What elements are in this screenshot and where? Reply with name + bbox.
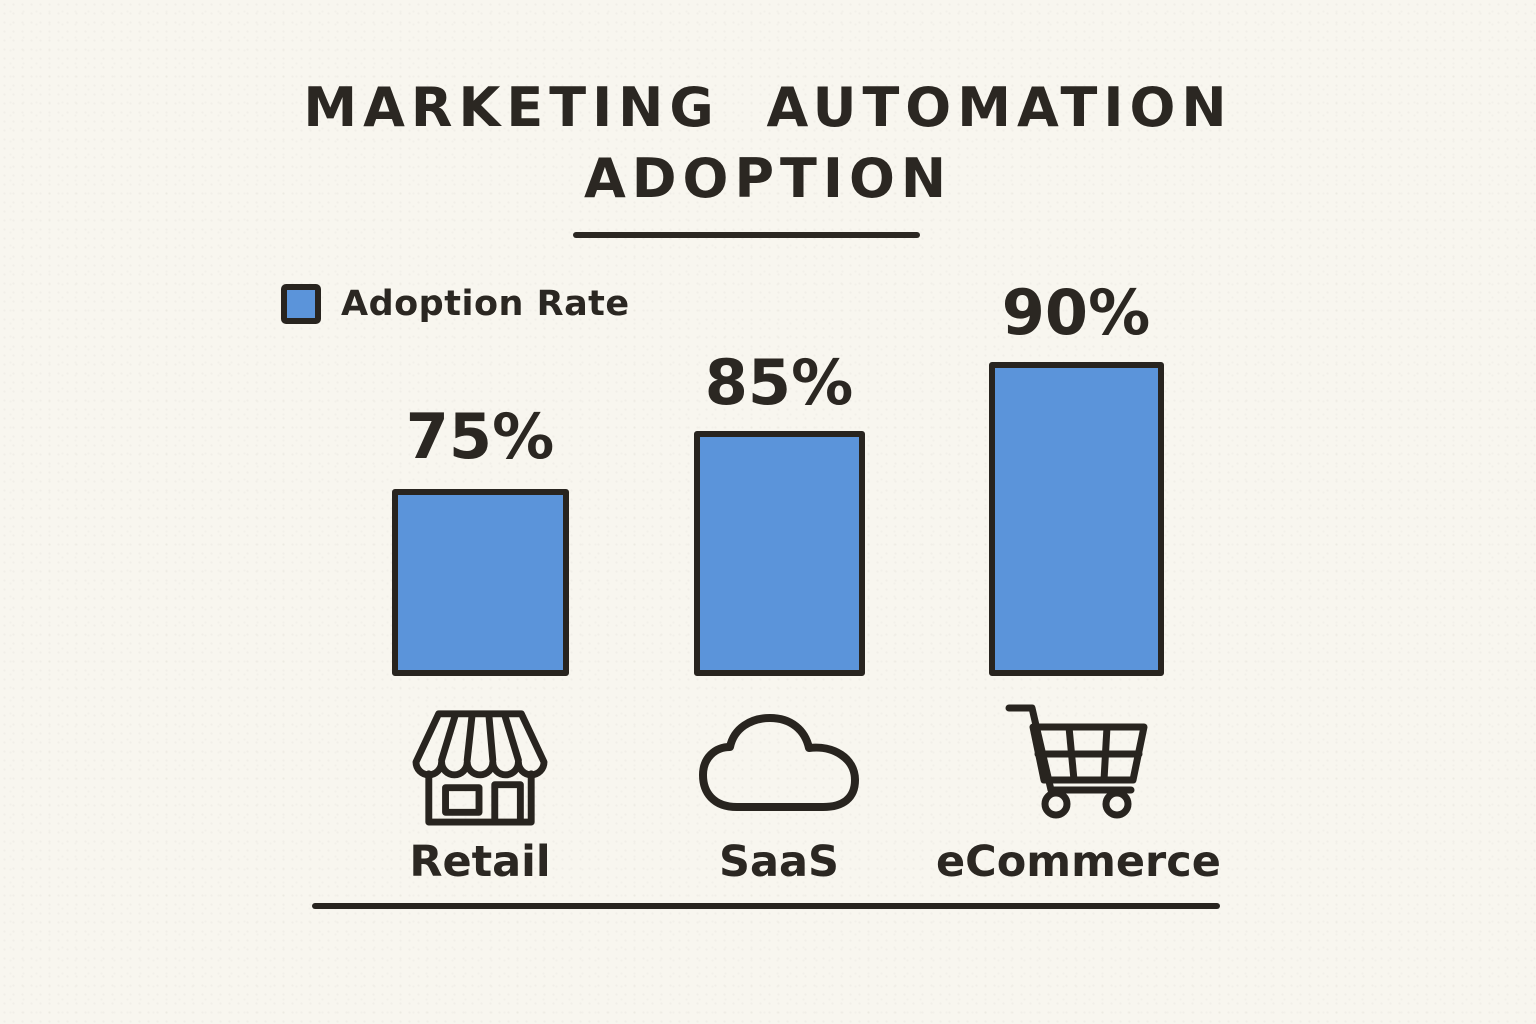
value-label-ecommerce: 90% (1001, 276, 1151, 349)
category-label-ecommerce: eCommerce (936, 837, 1221, 887)
value-label-retail: 75% (405, 400, 555, 473)
legend-label: Adoption Rate (341, 284, 630, 324)
title-underline (573, 232, 920, 238)
legend-swatch-adoption-rate (281, 284, 321, 324)
cloud-icon (639, 707, 919, 839)
bar-saas (694, 431, 865, 676)
value-label-saas: 85% (704, 346, 854, 419)
chart-title: MARKETING AUTOMATION ADOPTION (0, 72, 1536, 215)
category-label-saas: SaaS (719, 837, 839, 887)
bar-retail (392, 489, 569, 676)
storefront-icon (340, 701, 620, 833)
legend: Adoption Rate (281, 284, 630, 324)
chart-title-line-1: MARKETING AUTOMATION (303, 76, 1233, 139)
category-label-retail: Retail (409, 837, 551, 887)
chart-title-line-2: ADOPTION (583, 147, 953, 211)
bar-ecommerce (989, 362, 1164, 676)
x-axis-line (312, 903, 1220, 909)
shopping-cart-icon (936, 701, 1216, 833)
